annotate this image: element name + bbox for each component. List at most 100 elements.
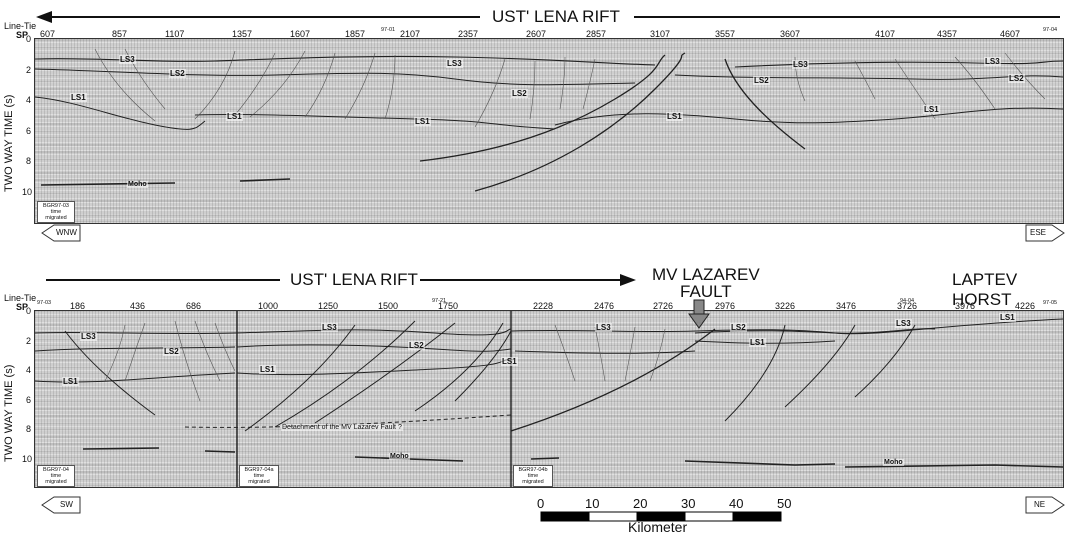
y-tick-label: 2 bbox=[26, 64, 32, 75]
horizon-label: LS1 bbox=[923, 105, 940, 114]
sp-tick-label: 2607 bbox=[526, 29, 547, 39]
dir-sw: SW bbox=[60, 500, 73, 509]
bottom-tie-mark: 94-04 bbox=[900, 298, 915, 304]
sp-tick-label: 4226 bbox=[1015, 301, 1036, 311]
y-tick-label: 8 bbox=[26, 156, 32, 166]
profile-box: BGR97-04a time migrated bbox=[239, 465, 279, 487]
sp-tick-label: 2857 bbox=[586, 29, 607, 39]
y-tick-label: 8 bbox=[26, 424, 32, 434]
horizon-label: LS2 bbox=[163, 347, 180, 356]
bottom-interpretation bbox=[34, 311, 1064, 487]
scale-tick-label: 50 bbox=[777, 496, 792, 511]
sp-tick-label: 4107 bbox=[875, 29, 896, 39]
sp-tick-label: 2357 bbox=[458, 29, 479, 39]
bottom-sp-label: SP bbox=[16, 302, 29, 312]
sp-tick-label: 3557 bbox=[715, 29, 736, 39]
moho-label: Moho bbox=[389, 453, 410, 460]
sp-tick-label: 2228 bbox=[533, 301, 554, 311]
top-tie-mark: 97-01 bbox=[381, 27, 396, 33]
sp-tick-label: 1607 bbox=[290, 29, 311, 39]
horizon-label: LS2 bbox=[753, 76, 770, 85]
horizon-label: LS1 bbox=[414, 117, 431, 126]
sp-tick-label: 3226 bbox=[775, 301, 796, 311]
horizon-label: LS1 bbox=[999, 313, 1016, 322]
y-tick-label: 0 bbox=[26, 34, 32, 44]
horizon-label: LS3 bbox=[119, 55, 136, 64]
fault-title: MV LAZAREV FAULT bbox=[652, 265, 760, 301]
sp-tick-label: 686 bbox=[186, 301, 202, 311]
profile-box: BGR97-03 time migrated bbox=[37, 201, 75, 223]
bottom-seismic-section: LS3 LS2 LS1 LS3 LS2 LS1 LS3 LS1 LS2 LS1 … bbox=[34, 310, 1064, 488]
sp-tick-label: 1107 bbox=[165, 29, 185, 39]
profile-box: BGR97-04b time migrated bbox=[513, 465, 553, 487]
sp-tick-label: 4607 bbox=[1000, 29, 1021, 39]
y-tick-label: 2 bbox=[26, 335, 32, 346]
sp-tick-label: 1857 bbox=[345, 29, 366, 39]
horizon-label: LS1 bbox=[62, 377, 79, 386]
horizon-label: LS2 bbox=[511, 89, 528, 98]
sp-tick-label: 1250 bbox=[318, 301, 339, 311]
dir-ese: ESE bbox=[1030, 228, 1047, 237]
scale-tick-label: 10 bbox=[585, 496, 600, 511]
horizon-label: LS2 bbox=[1008, 74, 1025, 83]
y-tick-label: 10 bbox=[22, 186, 33, 197]
horizon-label: LS1 bbox=[666, 112, 683, 121]
horizon-label: LS3 bbox=[984, 57, 1001, 66]
bottom-tie-mark: 97-05 bbox=[1043, 300, 1058, 306]
horizon-label: LS3 bbox=[895, 319, 912, 328]
moho-label: Moho bbox=[883, 459, 904, 466]
sp-tick-label: 3607 bbox=[780, 29, 801, 39]
sp-tick-label: 2726 bbox=[653, 301, 674, 311]
scale-unit: Kilometer bbox=[628, 519, 688, 535]
horst-title: LAPTEV HORST bbox=[952, 270, 1018, 309]
top-sp-label: SP bbox=[16, 30, 29, 40]
horizon-label: LS2 bbox=[169, 69, 186, 78]
y-tick-label: 0 bbox=[26, 306, 32, 316]
bottom-rift-title: UST' LENA RIFT bbox=[290, 270, 418, 289]
sp-tick-label: 3476 bbox=[836, 301, 857, 311]
horizon-label: LS2 bbox=[730, 323, 747, 332]
top-line-tie-label: Line-Tie bbox=[4, 21, 37, 31]
horizon-label: LS3 bbox=[595, 323, 612, 332]
horizon-label: LS2 bbox=[408, 341, 425, 350]
dir-wnw: WNW bbox=[56, 228, 77, 237]
y-tick-label: 6 bbox=[26, 125, 32, 136]
sp-tick-label: 1000 bbox=[258, 301, 279, 311]
detachment-label: Detachment of the MV Lazarev Fault ? bbox=[281, 424, 403, 431]
sp-tick-label: 436 bbox=[130, 301, 146, 311]
scale-tick-label: 20 bbox=[633, 496, 648, 511]
horizon-label: LS1 bbox=[226, 112, 243, 121]
sp-tick-label: 857 bbox=[112, 29, 128, 39]
sp-tick-label: 607 bbox=[40, 29, 56, 39]
top-tie-mark: 97-04 bbox=[1043, 27, 1058, 33]
sp-tick-label: 2107 bbox=[400, 29, 421, 39]
moho-label: Moho bbox=[127, 181, 148, 188]
horizon-label: LS1 bbox=[259, 365, 276, 374]
y-tick-label: 6 bbox=[26, 394, 32, 405]
sp-tick-label: 3107 bbox=[650, 29, 671, 39]
bottom-tie-mark: 97-21 bbox=[432, 298, 447, 304]
sp-tick-label: 4357 bbox=[937, 29, 958, 39]
y-tick-label: 4 bbox=[26, 95, 32, 105]
sp-tick-label: 1750 bbox=[438, 301, 459, 311]
sp-tick-label: 186 bbox=[70, 301, 86, 311]
scale-tick-label: 30 bbox=[681, 496, 696, 511]
sp-tick-label: 1500 bbox=[378, 301, 399, 311]
horizon-label: LS3 bbox=[792, 60, 809, 69]
horizon-label: LS1 bbox=[501, 357, 518, 366]
sp-tick-label: 2976 bbox=[715, 301, 736, 311]
horizon-label: LS1 bbox=[749, 338, 766, 347]
y-tick-label: 10 bbox=[22, 453, 33, 464]
top-seismic-section: LS3 LS2 LS1 LS3 LS2 LS1 LS3 LS2 LS1 LS3 … bbox=[34, 38, 1064, 224]
scale-tick-label: 0 bbox=[537, 496, 545, 511]
horizon-label: LS3 bbox=[321, 323, 338, 332]
sp-tick-label: 2476 bbox=[594, 301, 615, 311]
sp-tick-label: 3976 bbox=[955, 301, 976, 311]
top-interpretation bbox=[34, 48, 1064, 192]
